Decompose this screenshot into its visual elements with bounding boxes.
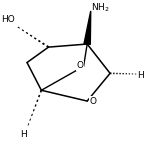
Text: O: O <box>77 61 84 70</box>
Text: O: O <box>89 97 96 106</box>
Polygon shape <box>84 11 91 44</box>
Text: NH$_2$: NH$_2$ <box>91 2 109 14</box>
Text: H: H <box>137 71 144 80</box>
Text: HO: HO <box>2 15 15 24</box>
Text: H: H <box>20 130 27 139</box>
